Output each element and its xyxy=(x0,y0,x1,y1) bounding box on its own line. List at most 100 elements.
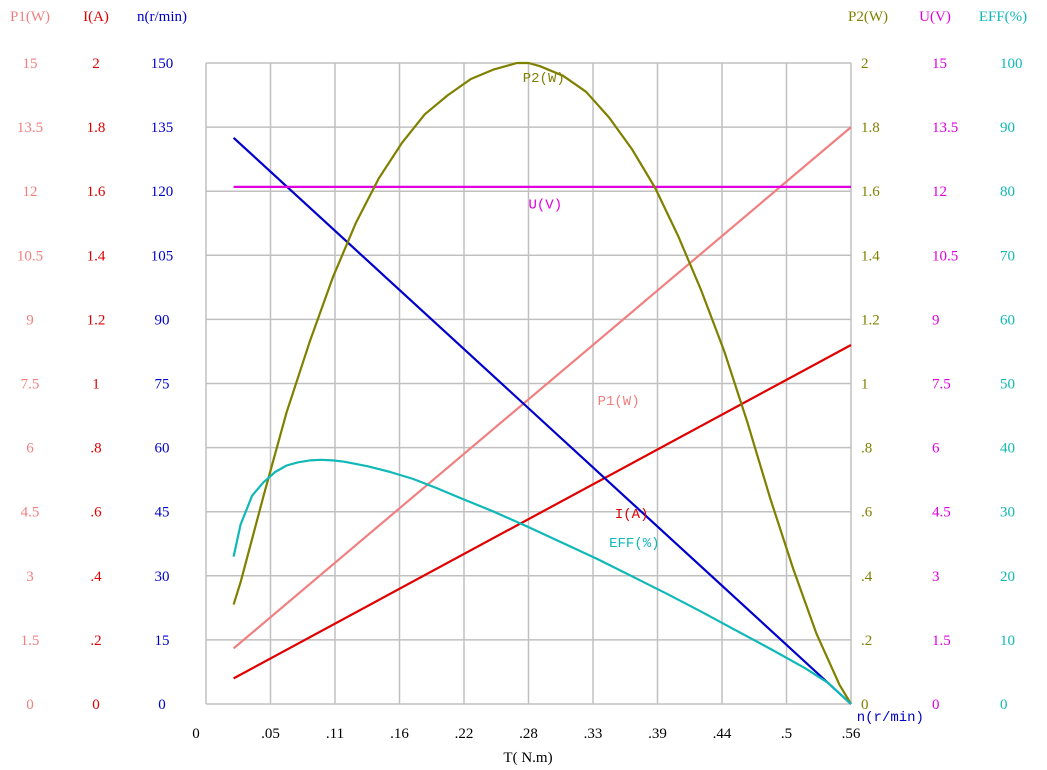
right-axis-ticks: 0.2.4.6.811.21.41.61.8201.534.567.5910.5… xyxy=(861,56,1023,713)
curve-p2 xyxy=(232,61,852,705)
curve-label-eff: EFF(%) xyxy=(609,536,659,552)
tick-label-n: 120 xyxy=(151,184,174,200)
curve-n xyxy=(232,136,852,705)
tick-label-p1: 10.5 xyxy=(17,248,43,264)
plot-grid xyxy=(205,62,852,705)
tick-label-n: 60 xyxy=(155,441,170,457)
tick-label-n: 75 xyxy=(155,377,170,393)
tick-label-p1: 1.5 xyxy=(21,633,40,649)
tick-label-n: 15 xyxy=(155,633,170,649)
x-tick-label: .39 xyxy=(648,726,667,742)
axis-title-n: n(r/min) xyxy=(137,9,187,25)
tick-label-p1: 15 xyxy=(23,56,38,72)
tick-label-eff: 0 xyxy=(1000,697,1008,713)
curve-label-p2: P2(W) xyxy=(523,71,565,87)
tick-label-p1: 12 xyxy=(23,184,38,200)
tick-label-p2: 1 xyxy=(861,377,869,393)
tick-label-i: .4 xyxy=(90,569,102,585)
tick-label-i: 1.6 xyxy=(87,184,106,200)
tick-label-i: 1 xyxy=(92,377,100,393)
tick-label-eff: 100 xyxy=(1000,56,1023,72)
tick-label-p2: 0 xyxy=(861,697,869,713)
tick-label-i: 1.8 xyxy=(87,120,106,136)
x-tick-label: .11 xyxy=(326,726,344,742)
tick-label-p2: 1.2 xyxy=(861,312,880,328)
tick-label-i: 1.2 xyxy=(87,312,106,328)
curve-label-i: I(A) xyxy=(615,507,649,523)
tick-label-i: 0 xyxy=(92,697,100,713)
tick-label-i: 2 xyxy=(92,56,100,72)
tick-label-u: 0 xyxy=(932,697,940,713)
performance-curves xyxy=(232,61,852,705)
tick-label-u: 12 xyxy=(932,184,947,200)
curve-label-n: n(r/min) xyxy=(857,710,924,726)
x-tick-label: .56 xyxy=(842,726,861,742)
x-axis-ticks: 0 .05 .11 .16 .22 .28 .33 .39 .44 .5 .56 xyxy=(192,726,861,742)
tick-label-u: 6 xyxy=(932,441,940,457)
tick-label-i: .8 xyxy=(90,441,101,457)
tick-label-eff: 70 xyxy=(1000,248,1015,264)
x-tick-label: .5 xyxy=(781,726,792,742)
axis-titles: P1(W) I(A) n(r/min) P2(W) U(V) EFF(%) xyxy=(10,9,1027,25)
tick-label-p1: 7.5 xyxy=(21,377,40,393)
axis-title-i: I(A) xyxy=(83,9,109,25)
tick-label-u: 9 xyxy=(932,312,940,328)
left-axis-ticks: 01.534.567.5910.51213.5150.2.4.6.811.21.… xyxy=(17,56,173,713)
tick-label-i: 1.4 xyxy=(87,248,106,264)
tick-label-p1: 4.5 xyxy=(21,505,40,521)
tick-label-n: 90 xyxy=(155,312,170,328)
tick-label-n: 30 xyxy=(155,569,170,585)
tick-label-eff: 10 xyxy=(1000,633,1015,649)
tick-label-eff: 40 xyxy=(1000,441,1015,457)
curve-label-p1: P1(W) xyxy=(598,394,640,410)
x-axis-label: T( N.m) xyxy=(503,750,552,766)
tick-label-u: 10.5 xyxy=(932,248,958,264)
tick-label-p2: .4 xyxy=(861,569,873,585)
tick-label-u: 1.5 xyxy=(932,633,951,649)
tick-label-u: 3 xyxy=(932,569,940,585)
axis-title-eff: EFF(%) xyxy=(979,9,1027,25)
x-tick-label: .16 xyxy=(390,726,409,742)
axis-title-u: U(V) xyxy=(919,9,951,25)
tick-label-p2: 1.8 xyxy=(861,120,880,136)
tick-label-p2: .8 xyxy=(861,441,872,457)
tick-label-eff: 20 xyxy=(1000,569,1015,585)
tick-label-eff: 50 xyxy=(1000,377,1015,393)
x-tick-label: .05 xyxy=(261,726,280,742)
tick-label-n: 150 xyxy=(151,56,174,72)
axis-title-p1: P1(W) xyxy=(10,9,50,25)
tick-label-p1: 9 xyxy=(26,312,34,328)
tick-label-p1: 6 xyxy=(26,441,34,457)
curve-p1 xyxy=(232,126,852,650)
x-tick-label: .33 xyxy=(584,726,603,742)
tick-label-p1: 0 xyxy=(26,697,34,713)
curve-eff xyxy=(232,458,852,705)
tick-label-u: 4.5 xyxy=(932,505,951,521)
axis-title-p2: P2(W) xyxy=(848,9,888,25)
tick-label-p2: 1.6 xyxy=(861,184,880,200)
x-tick-label: 0 xyxy=(192,726,200,742)
tick-label-n: 105 xyxy=(151,248,174,264)
tick-label-p1: 3 xyxy=(26,569,34,585)
curve-i xyxy=(233,344,852,680)
tick-label-n: 45 xyxy=(155,505,170,521)
curve-labels: P1(W) I(A) n(r/min) U(V) P2(W) EFF(%) xyxy=(523,71,924,726)
x-tick-label: .44 xyxy=(713,726,732,742)
tick-label-eff: 30 xyxy=(1000,505,1015,521)
tick-label-n: 0 xyxy=(158,697,166,713)
tick-label-p1: 13.5 xyxy=(17,120,43,136)
curve-label-u: U(V) xyxy=(529,197,563,213)
tick-label-u: 13.5 xyxy=(932,120,958,136)
x-tick-label: .28 xyxy=(519,726,538,742)
tick-label-u: 15 xyxy=(932,56,947,72)
tick-label-p2: 2 xyxy=(861,56,869,72)
x-tick-label: .22 xyxy=(455,726,474,742)
tick-label-eff: 80 xyxy=(1000,184,1015,200)
tick-label-n: 135 xyxy=(151,120,174,136)
tick-label-eff: 90 xyxy=(1000,120,1015,136)
tick-label-p2: .2 xyxy=(861,633,872,649)
tick-label-i: .2 xyxy=(90,633,101,649)
tick-label-i: .6 xyxy=(90,505,102,521)
tick-label-p2: .6 xyxy=(861,505,873,521)
